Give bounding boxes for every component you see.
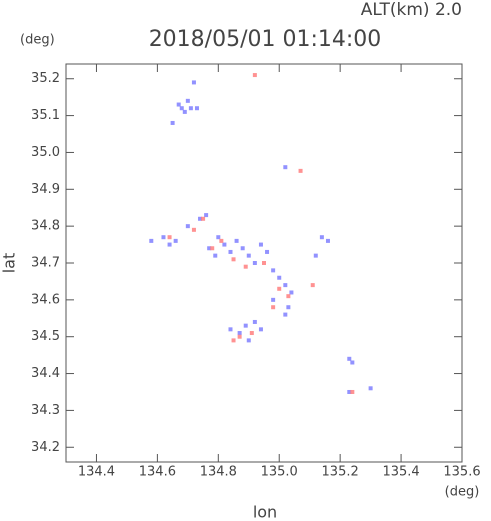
point <box>210 246 215 251</box>
y-label: lat <box>0 253 19 274</box>
point <box>262 261 266 265</box>
point <box>283 312 288 317</box>
annotation: ALT(km) 2.0 <box>361 0 462 20</box>
point <box>310 283 315 288</box>
point <box>231 257 236 262</box>
point <box>258 242 263 247</box>
point <box>173 238 178 243</box>
x-tick-label: 135.4 <box>382 465 419 480</box>
y-tick-label: 35.0 <box>31 145 60 160</box>
point <box>228 327 233 332</box>
y-tick-label: 34.2 <box>31 440 60 455</box>
point <box>240 246 245 251</box>
point <box>176 102 181 107</box>
y-tick-label: 34.9 <box>31 182 60 197</box>
chart-title: 2018/05/01 01:14:00 <box>149 27 382 52</box>
point <box>252 73 257 78</box>
point <box>231 338 236 343</box>
x-tick-label: 135.2 <box>322 465 359 480</box>
point <box>167 242 172 247</box>
y-tick-label: 35.1 <box>31 108 60 123</box>
point <box>188 106 193 111</box>
point <box>161 235 166 240</box>
point <box>368 386 373 391</box>
point <box>185 224 190 229</box>
y-tick-label: 35.2 <box>31 71 60 86</box>
x-unit: (deg) <box>445 485 480 500</box>
y-tick-label: 34.8 <box>31 219 60 234</box>
point <box>167 235 172 240</box>
point <box>170 120 175 125</box>
point <box>271 268 276 273</box>
point <box>201 216 206 221</box>
point <box>185 98 190 103</box>
point <box>252 261 257 265</box>
point <box>252 319 257 324</box>
y-unit: (deg) <box>20 33 55 48</box>
point <box>191 227 196 232</box>
point <box>234 238 239 243</box>
point <box>277 286 282 291</box>
point <box>213 253 218 258</box>
point <box>347 389 352 394</box>
y-tick-label: 34.6 <box>31 292 60 307</box>
point <box>228 249 233 254</box>
point <box>325 238 330 243</box>
point <box>286 294 291 299</box>
point <box>207 246 212 251</box>
point <box>246 253 251 258</box>
x-tick-label: 134.4 <box>78 465 115 480</box>
point <box>191 80 196 85</box>
point <box>277 275 282 280</box>
x-tick-label: 135.6 <box>443 465 480 480</box>
x-tick-label: 134.6 <box>139 465 176 480</box>
point <box>289 290 294 295</box>
point <box>198 216 203 221</box>
point <box>237 331 242 336</box>
y-tick-label: 34.4 <box>31 366 60 381</box>
y-tick-label: 34.5 <box>31 329 60 344</box>
point <box>246 338 251 343</box>
point <box>204 213 209 218</box>
point <box>283 165 288 170</box>
x-label: lon <box>253 503 277 521</box>
y-tick-label: 34.7 <box>31 256 60 271</box>
point <box>149 238 154 243</box>
point <box>182 109 187 114</box>
point <box>298 168 303 173</box>
x-tick-label: 135.0 <box>261 465 298 480</box>
point <box>347 356 352 361</box>
point <box>219 238 224 243</box>
point <box>249 331 254 336</box>
x-tick-label: 134.8 <box>200 465 237 480</box>
point <box>258 327 263 332</box>
point <box>243 264 248 269</box>
point <box>271 297 276 302</box>
point <box>265 249 270 254</box>
point <box>216 235 221 240</box>
y-tick-label: 34.3 <box>31 403 60 418</box>
point <box>350 360 355 365</box>
point <box>283 283 288 288</box>
point <box>243 323 248 328</box>
point <box>179 106 184 111</box>
point <box>350 389 355 394</box>
point <box>286 305 291 310</box>
point <box>319 235 324 240</box>
point <box>313 253 318 258</box>
point <box>194 106 199 111</box>
point <box>237 334 242 339</box>
point <box>271 305 276 310</box>
point <box>222 242 227 247</box>
